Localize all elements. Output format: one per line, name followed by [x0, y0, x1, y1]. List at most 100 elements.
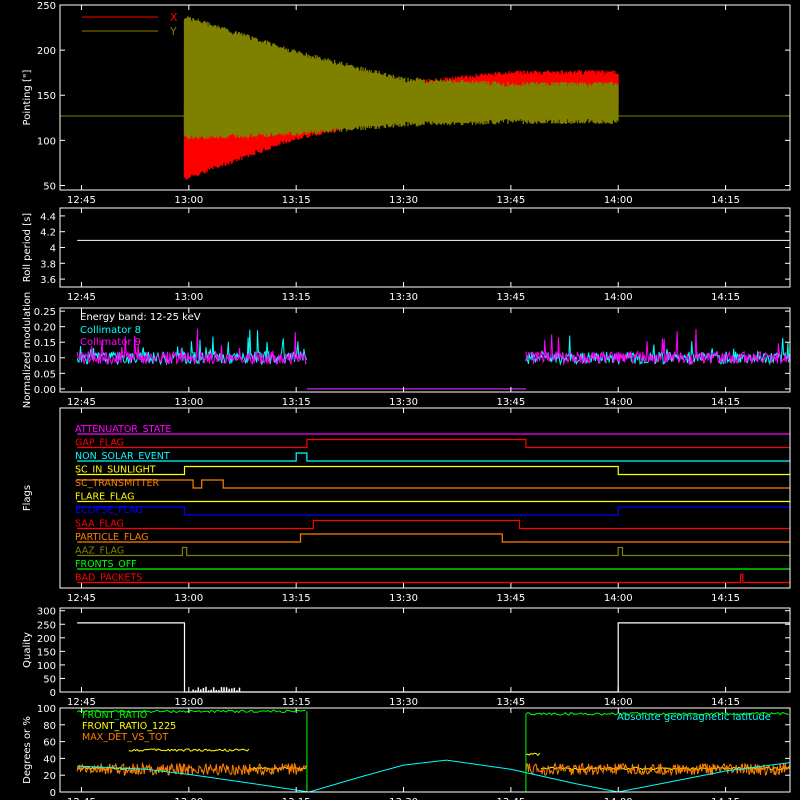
panel-ratios: 0 20 40 60 80 100 FRONT_RATIOFRONT_RATIO_1225M… — [22, 704, 791, 800]
panel-pointing: 50 100 150 200 250 XY 12:45 13:00 13:15 13:30 13:4… — [22, 1, 791, 206]
quality-ytick-label: 50 — [43, 674, 56, 685]
roll-period-frame — [59, 207, 791, 288]
roll-period-ytick-label: 3.6 — [40, 275, 56, 286]
ratios-xtick-label: 13:45 — [496, 797, 525, 800]
ratios-xtick-label: 13:00 — [174, 797, 203, 800]
panel-modulation: 0.00 0.05 0.10 0.15 0.20 0.25 Energy band: 12-… — [22, 292, 791, 409]
pointing-ytick-label: 250 — [37, 1, 56, 12]
pointing-ylabel: Pointing ["] — [22, 69, 33, 125]
series-absolute-geomagnetic-latitude — [77, 759, 791, 793]
modulation-ytick-label: 0.05 — [34, 369, 56, 380]
flag-label-sc-in-sunlight: SC_IN_SUNLIGHT — [75, 465, 156, 476]
quality-frame — [59, 607, 791, 693]
pointing-xtick-label: 13:30 — [389, 195, 418, 206]
ratios-ytick-label: 20 — [43, 771, 56, 782]
flag-line-bad-packets — [77, 573, 790, 584]
flags-xtick-label: 12:45 — [67, 593, 96, 604]
flags-frame — [59, 407, 791, 589]
flag-label-bad-packets: BAD_PACKETS — [75, 573, 142, 584]
legend-label-collimator-8: Collimator 8 — [80, 325, 141, 336]
ratios-ytick-label: 100 — [37, 704, 56, 715]
quality-ytick-label: 250 — [37, 620, 56, 631]
legend-label-max-det-vs-tot: MAX_DET_VS_TOT — [82, 732, 168, 743]
ratios-latitude-annotation: Absolute geomagnetic latitude — [617, 712, 771, 723]
roll-period-ytick-label: 4.4 — [40, 212, 56, 223]
quality-ytick-label: 100 — [37, 661, 56, 672]
flag-label-gap-flag: GAP_FLAG — [75, 438, 124, 449]
legend-label-x: X — [170, 11, 178, 24]
modulation-xtick-label: 14:00 — [604, 397, 633, 408]
roll-period-xtick-label: 12:45 — [67, 292, 96, 303]
modulation-xtick-label: 12:45 — [67, 397, 96, 408]
series-max-det-vs-tot — [76, 761, 791, 777]
pointing-frame — [59, 4, 791, 191]
quality-ylabel: Quality — [22, 632, 33, 668]
pointing-ytick-label: 100 — [37, 136, 56, 147]
quality-xtick-label: 13:30 — [389, 697, 418, 708]
legend-label-y: Y — [169, 25, 177, 38]
panel-flags: ATTENUATOR_STATE GAP_FLAG NON_SOLAR_EVENT S… — [22, 407, 791, 604]
roll-period-ytick-label: 4 — [50, 244, 56, 255]
roll-period-xtick-label: 13:15 — [282, 292, 311, 303]
roll-period-xtick-label: 14:00 — [604, 292, 633, 303]
ratios-xtick-label: 12:45 — [67, 797, 96, 800]
flags-ylabel: Flags — [22, 485, 33, 511]
ratios-frame — [59, 707, 791, 793]
ratios-ytick-label: 80 — [43, 721, 56, 732]
modulation-ylabel: Normalized modulation — [22, 292, 33, 409]
quality-xtick-label: 12:45 — [67, 697, 96, 708]
quality-ytick-label: 150 — [37, 647, 56, 658]
roll-period-ylabel: Roll period [s] — [22, 213, 33, 282]
flags-xtick-label: 13:45 — [496, 593, 525, 604]
flags-xtick-label: 14:15 — [711, 593, 740, 604]
ratios-ytick-label: 40 — [43, 754, 56, 765]
pointing-xtick-label: 12:45 — [67, 195, 96, 206]
modulation-ytick-label: 0.15 — [34, 338, 56, 349]
roll-period-xtick-label: 13:45 — [496, 292, 525, 303]
flag-line-non-solar-event — [77, 452, 790, 462]
flag-line-particle-flag — [77, 533, 790, 543]
ratios-xtick-label: 13:15 — [282, 797, 311, 800]
pointing-xtick-label: 13:00 — [174, 195, 203, 206]
roll-period-ytick-label: 4.2 — [40, 228, 56, 239]
pointing-ytick-label: 150 — [37, 91, 56, 102]
modulation-xtick-label: 13:00 — [174, 397, 203, 408]
ratios-xtick-label: 13:30 — [389, 797, 418, 800]
ratios-ytick-label: 60 — [43, 738, 56, 749]
quality-xtick-label: 13:00 — [174, 697, 203, 708]
modulation-xtick-label: 13:45 — [496, 397, 525, 408]
quality-ytick-label: 300 — [37, 607, 56, 618]
legend-label-front-ratio: FRONT_RATIO — [82, 710, 147, 721]
flags-xtick-label: 13:30 — [389, 593, 418, 604]
series-collimator-9 — [76, 328, 791, 390]
ratios-xtick-label: 14:15 — [711, 797, 740, 800]
ratios-xtick-label: 14:00 — [604, 797, 633, 800]
modulation-xtick-label: 13:30 — [389, 397, 418, 408]
panel-quality: 0 50 100 150 200 250 300 12:45 13:00 13:15 13:30 13… — [22, 607, 791, 708]
modulation-ytick-label: 0.25 — [34, 307, 56, 318]
modulation-ytick-label: 0.20 — [34, 323, 56, 334]
quality-ytick-label: 200 — [37, 634, 56, 645]
quality-xtick-label: 13:45 — [496, 697, 525, 708]
modulation-ytick-label: 0.10 — [34, 354, 56, 365]
flag-label-eclipse-flag: ECLIPSE_FLAG — [75, 505, 143, 516]
flag-label-sc-transmitter: SC_TRANSMITTER — [75, 478, 160, 489]
flag-line-aaz-flag — [77, 546, 790, 557]
flag-line-eclipse-flag — [77, 506, 790, 516]
roll-period-xtick-label: 13:30 — [389, 292, 418, 303]
modulation-frame — [59, 307, 791, 393]
quality-xtick-label: 14:15 — [711, 697, 740, 708]
pointing-xtick-label: 14:00 — [604, 195, 633, 206]
roll-period-xtick-label: 14:15 — [711, 292, 740, 303]
flag-label-aaz-flag: AAZ_FLAG — [75, 546, 124, 557]
flags-xtick-label: 13:15 — [282, 593, 311, 604]
series-y-pointing — [183, 16, 619, 140]
ratios-ytick-label: 0 — [50, 788, 56, 799]
quality-blips — [192, 686, 241, 692]
ratios-ylabel: Degrees or % — [22, 716, 33, 784]
quality-ytick-label: 0 — [50, 688, 56, 699]
modulation-energy-band-annotation: Energy band: 12-25 keV — [80, 312, 201, 323]
flag-line-gap-flag — [77, 438, 790, 449]
